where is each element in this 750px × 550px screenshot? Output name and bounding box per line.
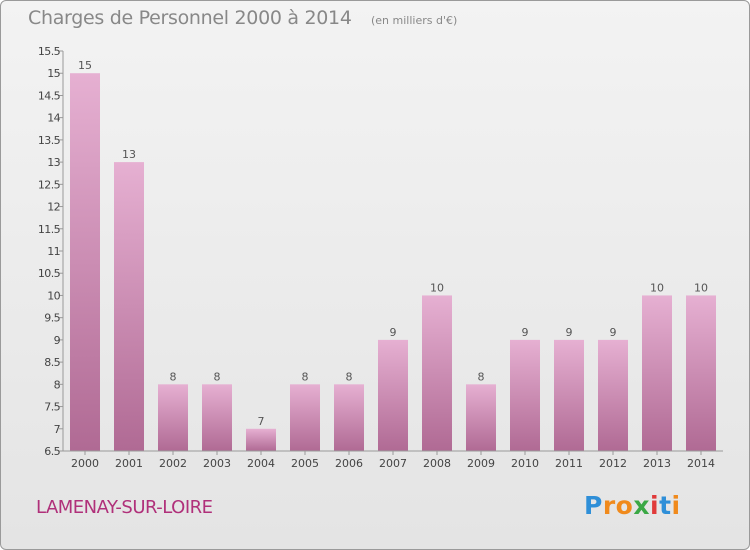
bar-2014 — [686, 295, 716, 451]
bar-2009 — [466, 384, 496, 451]
bar-value-label: 9 — [522, 326, 529, 339]
bar-value-label: 9 — [610, 326, 617, 339]
bar-value-label: 8 — [478, 370, 485, 383]
y-tick-label: 12 — [47, 201, 60, 214]
y-tick-label: 9 — [54, 334, 61, 347]
x-axis: 2000 2001 2002 2003 2004 2005 2006 2007 2008 2009… — [63, 450, 723, 470]
x-tick-label: 2000 — [71, 457, 99, 470]
bar-2002 — [158, 384, 188, 451]
x-tick-label: 2009 — [467, 457, 495, 470]
logo-letter: o — [615, 491, 634, 520]
y-tick-label: 15.5 — [38, 45, 61, 58]
bar-2005 — [290, 384, 320, 451]
x-tick-label: 2004 — [247, 457, 275, 470]
bars: 15 13 8 8 7 8 8 9 10 8 9 9 9 10 10 — [70, 59, 716, 451]
chart-title: Charges de Personnel 2000 à 2014 — [28, 7, 352, 29]
bar-value-label: 7 — [258, 415, 265, 428]
x-tick-label: 2012 — [599, 457, 627, 470]
y-tick-label: 10 — [47, 289, 60, 302]
logo-letter: x — [633, 491, 650, 520]
x-tick-label: 2008 — [423, 457, 451, 470]
logo-letter: i — [671, 491, 681, 520]
y-tick-label: 6.5 — [44, 445, 60, 458]
bar-2004 — [246, 428, 276, 451]
y-tick-label: 10.5 — [38, 267, 61, 280]
x-tick-label: 2014 — [687, 457, 715, 470]
bar-2013 — [642, 295, 672, 451]
y-tick-label: 12.5 — [38, 178, 61, 191]
bar-value-label: 10 — [694, 281, 708, 294]
y-tick-label: 7.5 — [44, 401, 60, 414]
bar-value-label: 8 — [302, 370, 309, 383]
y-tick-label: 11.5 — [38, 223, 61, 236]
bar-value-label: 9 — [566, 326, 573, 339]
x-tick-label: 2011 — [555, 457, 583, 470]
y-tick-label: 11 — [47, 245, 60, 258]
x-tick-label: 2010 — [511, 457, 539, 470]
bar-value-label: 13 — [122, 148, 136, 161]
bar-value-label: 10 — [430, 281, 444, 294]
y-tick-label: 13.5 — [38, 134, 61, 147]
x-tick-label: 2001 — [115, 457, 143, 470]
bar-value-label: 8 — [170, 370, 177, 383]
bar-2012 — [598, 339, 628, 451]
y-tick-label: 13 — [47, 156, 60, 169]
bar-2000 — [70, 73, 100, 451]
y-tick-label: 15 — [47, 67, 60, 80]
x-tick-label: 2003 — [203, 457, 231, 470]
y-tick-label: 14 — [47, 112, 60, 125]
bar-value-label: 9 — [390, 326, 397, 339]
y-tick-label: 9.5 — [44, 312, 60, 325]
logo-letter: t — [659, 491, 672, 520]
y-tick-label: 8 — [54, 378, 61, 391]
bar-2011 — [554, 339, 584, 451]
bar-2006 — [334, 384, 364, 451]
y-axis: 6.5 7 7.5 8 8.5 9 9.5 10 10.5 11 11.5 12 12.5 13 13.5 1… — [38, 45, 64, 458]
logo-letter: r — [602, 491, 616, 520]
x-tick-label: 2005 — [291, 457, 319, 470]
bar-2003 — [202, 384, 232, 451]
x-tick-label: 2007 — [379, 457, 407, 470]
y-tick-label: 8.5 — [44, 356, 60, 369]
bar-2007 — [378, 339, 408, 451]
bar-value-label: 10 — [650, 281, 664, 294]
x-tick-label: 2006 — [335, 457, 363, 470]
y-tick-label: 7 — [54, 423, 61, 436]
bar-2001 — [114, 162, 144, 451]
chart-subtitle: (en milliers d'€) — [371, 14, 458, 27]
x-tick-label: 2002 — [159, 457, 187, 470]
bar-value-label: 8 — [346, 370, 353, 383]
proxiti-logo[interactable]: Proxiti — [584, 491, 681, 520]
y-tick-label: 14.5 — [38, 89, 61, 102]
bar-2008 — [422, 295, 452, 451]
bar-value-label: 15 — [78, 59, 92, 72]
town-name: LAMENAY-SUR-LOIRE — [36, 497, 213, 518]
x-tick-label: 2013 — [643, 457, 671, 470]
bar-2010 — [510, 339, 540, 451]
logo-letter: i — [650, 491, 660, 520]
bar-value-label: 8 — [214, 370, 221, 383]
logo-letter: P — [584, 491, 603, 520]
